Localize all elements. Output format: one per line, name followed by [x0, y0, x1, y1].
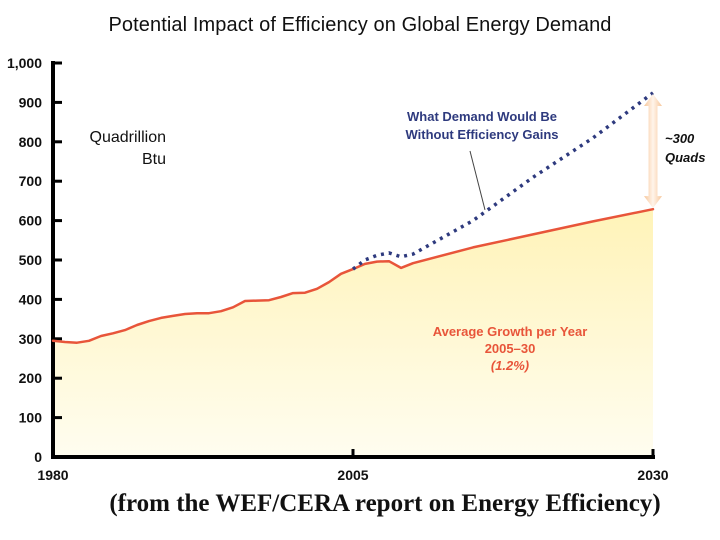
growth-label-line3: (1.2%) — [491, 358, 529, 373]
growth-label-line2: 2005–30 — [485, 341, 536, 356]
y-tick-label: 0 — [34, 449, 42, 465]
gap-label-line1: ~300 — [665, 131, 695, 146]
x-tick-label: 2030 — [637, 467, 668, 483]
y-tick-label: 800 — [19, 134, 43, 150]
chart-title: Potential Impact of Efficiency on Global… — [108, 14, 612, 36]
x-tick-label: 1980 — [37, 467, 68, 483]
demand-line — [51, 207, 655, 344]
y-tick-label: 900 — [19, 94, 43, 110]
y-unit-label-line2: Btu — [142, 151, 166, 168]
no-efficiency-dotted-line — [351, 91, 655, 271]
x-tick-label: 2005 — [337, 467, 368, 483]
no-efficiency-leader-line — [469, 150, 486, 211]
demand-area-fill — [53, 209, 653, 457]
y-tick-label: 100 — [19, 410, 43, 426]
gap-label-line2: Quads — [665, 150, 705, 165]
y-tick-label: 500 — [19, 252, 43, 268]
growth-label-line1: Average Growth per Year — [433, 324, 588, 339]
y-tick-label: 1,000 — [7, 55, 42, 71]
y-tick-label: 300 — [19, 331, 43, 347]
y-tick-label: 400 — [19, 291, 43, 307]
no-efficiency-label-line1: What Demand Would Be — [407, 109, 557, 124]
y-unit-label-line1: Quadrillion — [90, 129, 166, 146]
source-caption: (from the WEF/CERA report on Energy Effi… — [109, 490, 661, 517]
y-tick-label: 200 — [19, 370, 43, 386]
gap-double-arrow-icon — [644, 93, 662, 209]
y-tick-label: 600 — [19, 213, 43, 229]
no-efficiency-label-line2: Without Efficiency Gains — [405, 127, 558, 142]
y-tick-label: 700 — [19, 173, 43, 189]
